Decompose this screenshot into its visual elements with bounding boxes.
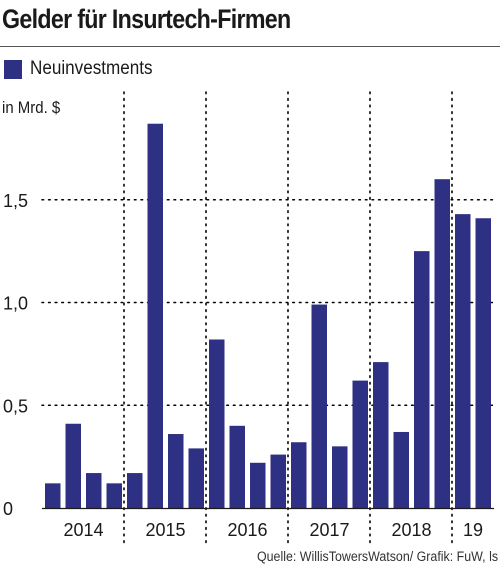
- bar: [270, 454, 286, 508]
- x-group-label: 2014: [63, 520, 103, 540]
- chart-title: Gelder für Insurtech-Firmen: [2, 4, 291, 34]
- x-group-label: 2015: [145, 520, 185, 540]
- bar: [332, 446, 348, 508]
- x-group-label: 2018: [391, 520, 431, 540]
- bar: [188, 448, 204, 508]
- bar: [45, 483, 61, 508]
- bar: [250, 462, 266, 508]
- bar: [65, 423, 81, 508]
- bar: [106, 483, 122, 508]
- title-divider: [0, 46, 500, 47]
- bar: [455, 214, 471, 508]
- legend: Neuinvestments: [4, 58, 166, 80]
- x-group-label: 2017: [309, 520, 349, 540]
- bar: [393, 431, 409, 508]
- bar: [291, 442, 307, 508]
- bar: [311, 304, 327, 508]
- y-tick-label: 0,5: [3, 396, 28, 416]
- x-group-label: 2016: [227, 520, 267, 540]
- bar: [352, 380, 368, 508]
- y-tick-label: 1,5: [3, 191, 28, 211]
- bar: [127, 473, 143, 508]
- bar: [475, 218, 491, 508]
- x-group-label: 19: [463, 520, 483, 540]
- bar: [373, 362, 389, 508]
- bar: [147, 123, 163, 508]
- bar: [229, 425, 245, 508]
- bar: [434, 179, 450, 508]
- bar: [86, 473, 102, 508]
- y-axis-unit-label: in Mrd. $: [2, 98, 61, 117]
- bar: [414, 251, 430, 508]
- legend-label: Neuinvestments: [30, 58, 153, 79]
- y-tick-label: 1,0: [3, 294, 28, 314]
- bar: [168, 434, 184, 508]
- y-tick-label: 0: [3, 499, 13, 519]
- legend-swatch: [4, 59, 22, 79]
- bar: [209, 339, 225, 508]
- source-note: Quelle: WillisTowersWatson/ Grafik: FuW,…: [256, 549, 498, 564]
